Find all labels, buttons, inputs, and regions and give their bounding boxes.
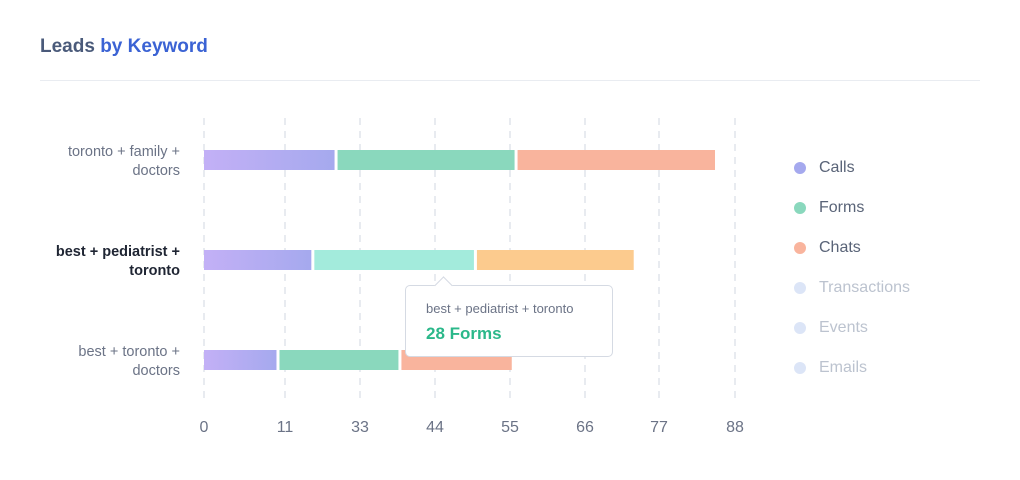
- legend-label: Emails: [819, 359, 868, 376]
- x-tick-label: 44: [426, 419, 444, 436]
- chart-tooltip: best + pediatrist + toronto 28 Forms: [405, 276, 613, 357]
- legend-item-chats[interactable]: Chats: [794, 228, 910, 268]
- category-label: toronto + family + doctors: [68, 144, 180, 179]
- legend-dot-icon: [794, 162, 806, 174]
- legend-label: Forms: [819, 199, 865, 216]
- bar-segment-calls[interactable]: [204, 150, 335, 170]
- bar-segment-forms[interactable]: [314, 250, 474, 270]
- x-tick-label: 0: [200, 419, 209, 436]
- legend-dot-icon: [794, 202, 806, 214]
- bar-segment-calls[interactable]: [204, 350, 277, 370]
- bar-segment-forms[interactable]: [337, 150, 515, 170]
- bar-segment-calls[interactable]: [204, 250, 312, 270]
- chart-title-part1: Leads: [40, 36, 95, 57]
- x-tick-label: 88: [726, 419, 744, 436]
- legend-item-calls[interactable]: Calls: [794, 148, 910, 188]
- header-divider: [40, 80, 980, 81]
- legend-item-forms[interactable]: Forms: [794, 188, 910, 228]
- legend-item-events[interactable]: Events: [794, 308, 910, 348]
- bar-segment-chats[interactable]: [517, 150, 715, 170]
- legend-label: Events: [819, 319, 868, 336]
- x-tick-label: 66: [576, 419, 594, 436]
- bar-segment-forms[interactable]: [279, 350, 399, 370]
- legend-label: Transactions: [819, 279, 910, 296]
- x-tick-label: 11: [277, 419, 294, 436]
- legend-item-emails[interactable]: Emails: [794, 348, 910, 388]
- tooltip-value: 28 Forms: [426, 324, 502, 343]
- chart-title-part2: by Keyword: [100, 36, 208, 57]
- legend-dot-icon: [794, 242, 806, 254]
- legend-dot-icon: [794, 282, 806, 294]
- chart-title: Leads by Keyword: [40, 36, 208, 58]
- category-label: best + toronto + doctors: [78, 344, 180, 379]
- legend-item-transactions[interactable]: Transactions: [794, 268, 910, 308]
- x-tick-label: 33: [351, 419, 369, 436]
- tooltip-keyword: best + pediatrist + toronto: [426, 301, 574, 316]
- category-label: best + pediatrist + toronto: [56, 244, 180, 279]
- legend-dot-icon: [794, 322, 806, 334]
- chart-legend: Calls Forms Chats Transactions Events Emails: [794, 148, 910, 388]
- legend-label: Chats: [819, 239, 861, 256]
- x-tick-label: 55: [501, 419, 519, 436]
- x-tick-label: 77: [650, 419, 668, 436]
- legend-dot-icon: [794, 362, 806, 374]
- bar-segment-chats[interactable]: [476, 250, 634, 270]
- legend-label: Calls: [819, 159, 855, 176]
